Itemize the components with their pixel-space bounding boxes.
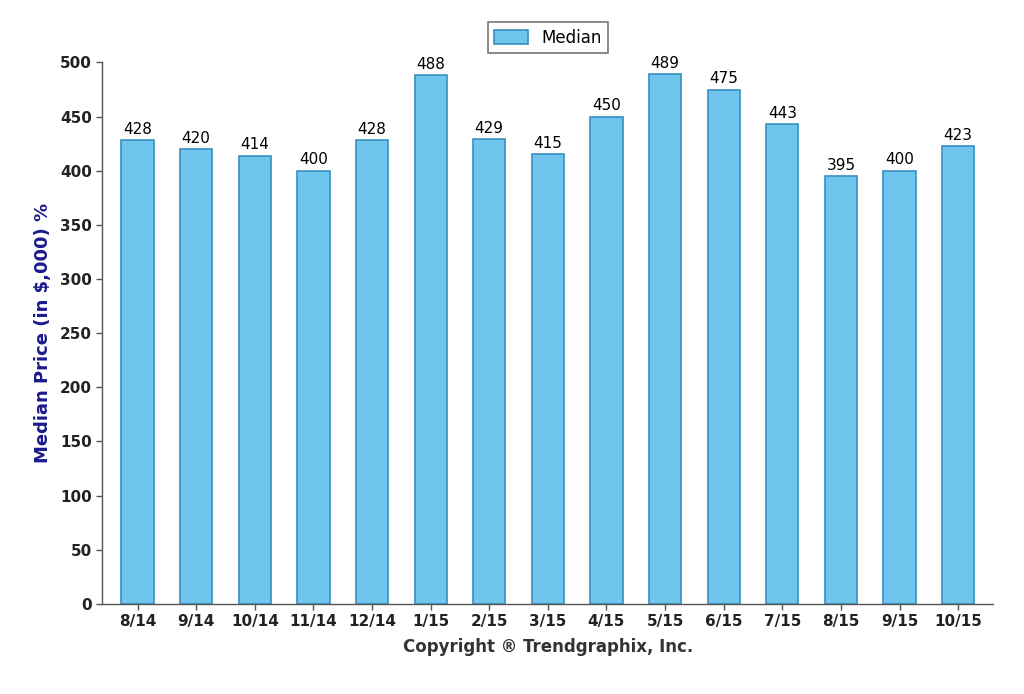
Bar: [708, 90, 739, 604]
Bar: [942, 146, 974, 604]
Bar: [473, 139, 506, 604]
Legend: Median: Median: [487, 22, 608, 53]
Y-axis label: Median Price (in $,000) %: Median Price (in $,000) %: [34, 203, 51, 463]
Bar: [766, 124, 799, 604]
Bar: [884, 171, 915, 604]
Text: 400: 400: [299, 153, 328, 167]
Text: 420: 420: [181, 131, 211, 146]
Text: 489: 489: [650, 56, 680, 71]
Bar: [824, 176, 857, 604]
Bar: [297, 171, 330, 604]
Text: 488: 488: [416, 57, 445, 72]
Bar: [180, 149, 212, 604]
X-axis label: Copyright ® Trendgraphix, Inc.: Copyright ® Trendgraphix, Inc.: [402, 638, 693, 656]
Text: 428: 428: [123, 122, 152, 137]
Text: 414: 414: [241, 137, 269, 152]
Text: 475: 475: [710, 71, 738, 86]
Text: 450: 450: [592, 99, 621, 113]
Bar: [531, 155, 564, 604]
Bar: [649, 74, 681, 604]
Bar: [239, 155, 271, 604]
Bar: [122, 140, 154, 604]
Text: 423: 423: [943, 128, 973, 142]
Bar: [415, 76, 446, 604]
Text: 415: 415: [534, 136, 562, 151]
Text: 429: 429: [475, 121, 504, 136]
Text: 400: 400: [885, 153, 914, 167]
Bar: [590, 117, 623, 604]
Bar: [356, 140, 388, 604]
Text: 395: 395: [826, 158, 855, 173]
Text: 428: 428: [357, 122, 386, 137]
Text: 443: 443: [768, 106, 797, 121]
